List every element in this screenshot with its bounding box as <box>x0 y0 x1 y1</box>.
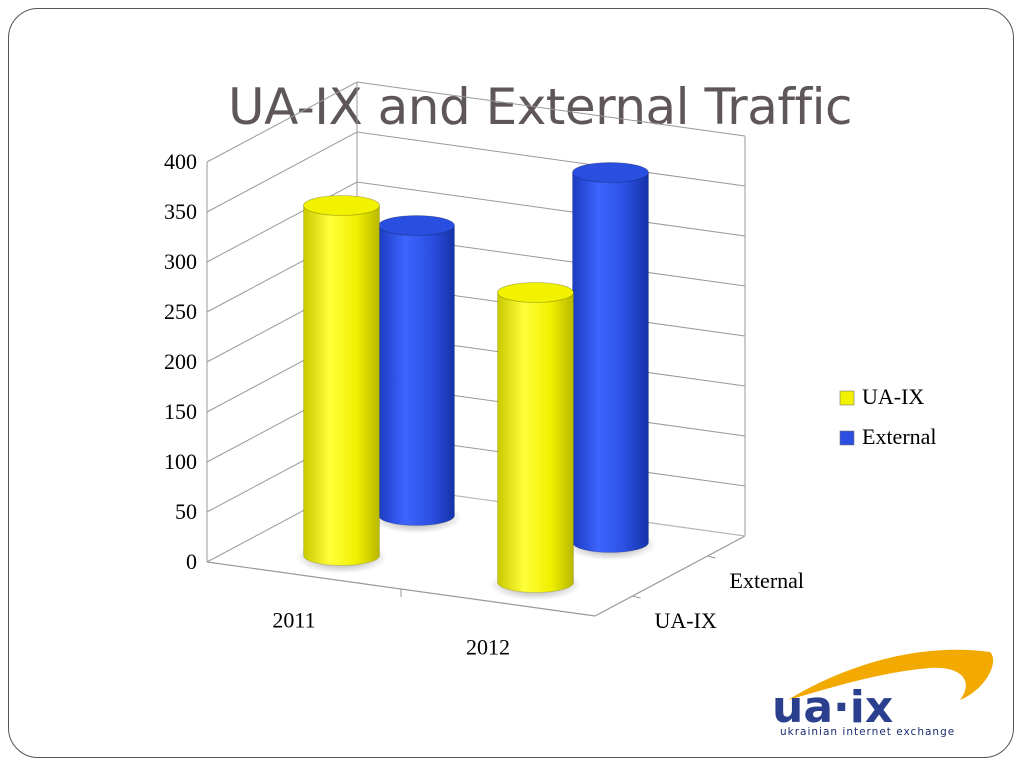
cylinder-top <box>497 282 574 303</box>
z-tick-label: UA-IX <box>655 608 717 633</box>
legend-swatch <box>839 430 855 446</box>
cylinder-body <box>572 172 649 553</box>
cylinder-top <box>572 162 649 183</box>
legend-label: External <box>862 424 937 449</box>
logo-swoosh <box>788 649 994 700</box>
logo-brand: ua·ix <box>772 682 893 733</box>
z-tick <box>632 595 641 599</box>
cylinder-body <box>497 292 574 593</box>
y-tick-label: 100 <box>164 449 197 474</box>
cylinder-ua-ix-2011 <box>295 195 388 574</box>
y-tick-label: 200 <box>164 349 197 374</box>
y-tick-label: 150 <box>164 399 197 424</box>
y-tick-label: 300 <box>164 249 197 274</box>
y-tick-label: 0 <box>186 549 197 574</box>
cylinder-body <box>303 205 380 566</box>
z-tick <box>707 555 716 559</box>
cylinder-external-2012 <box>564 162 657 561</box>
z-axis-line <box>594 535 746 617</box>
x-tick-label: 2011 <box>272 608 315 633</box>
y-tick-label: 250 <box>164 299 197 324</box>
y-tick-label: 400 <box>164 149 197 174</box>
y-tick-label: 350 <box>164 199 197 224</box>
logo-tagline: ukrainian internet exchange <box>780 726 955 738</box>
cylinder-top <box>303 195 380 216</box>
y-tick-label: 50 <box>175 499 197 524</box>
z-tick-label: External <box>730 568 805 593</box>
cylinder-body <box>378 225 455 526</box>
legend-label: UA-IX <box>862 384 924 409</box>
x-tick-label: 2012 <box>466 635 510 660</box>
cylinder-external-2011 <box>370 215 463 534</box>
cylinder-ua-ix-2012 <box>489 282 582 601</box>
legend-swatch <box>839 390 855 406</box>
